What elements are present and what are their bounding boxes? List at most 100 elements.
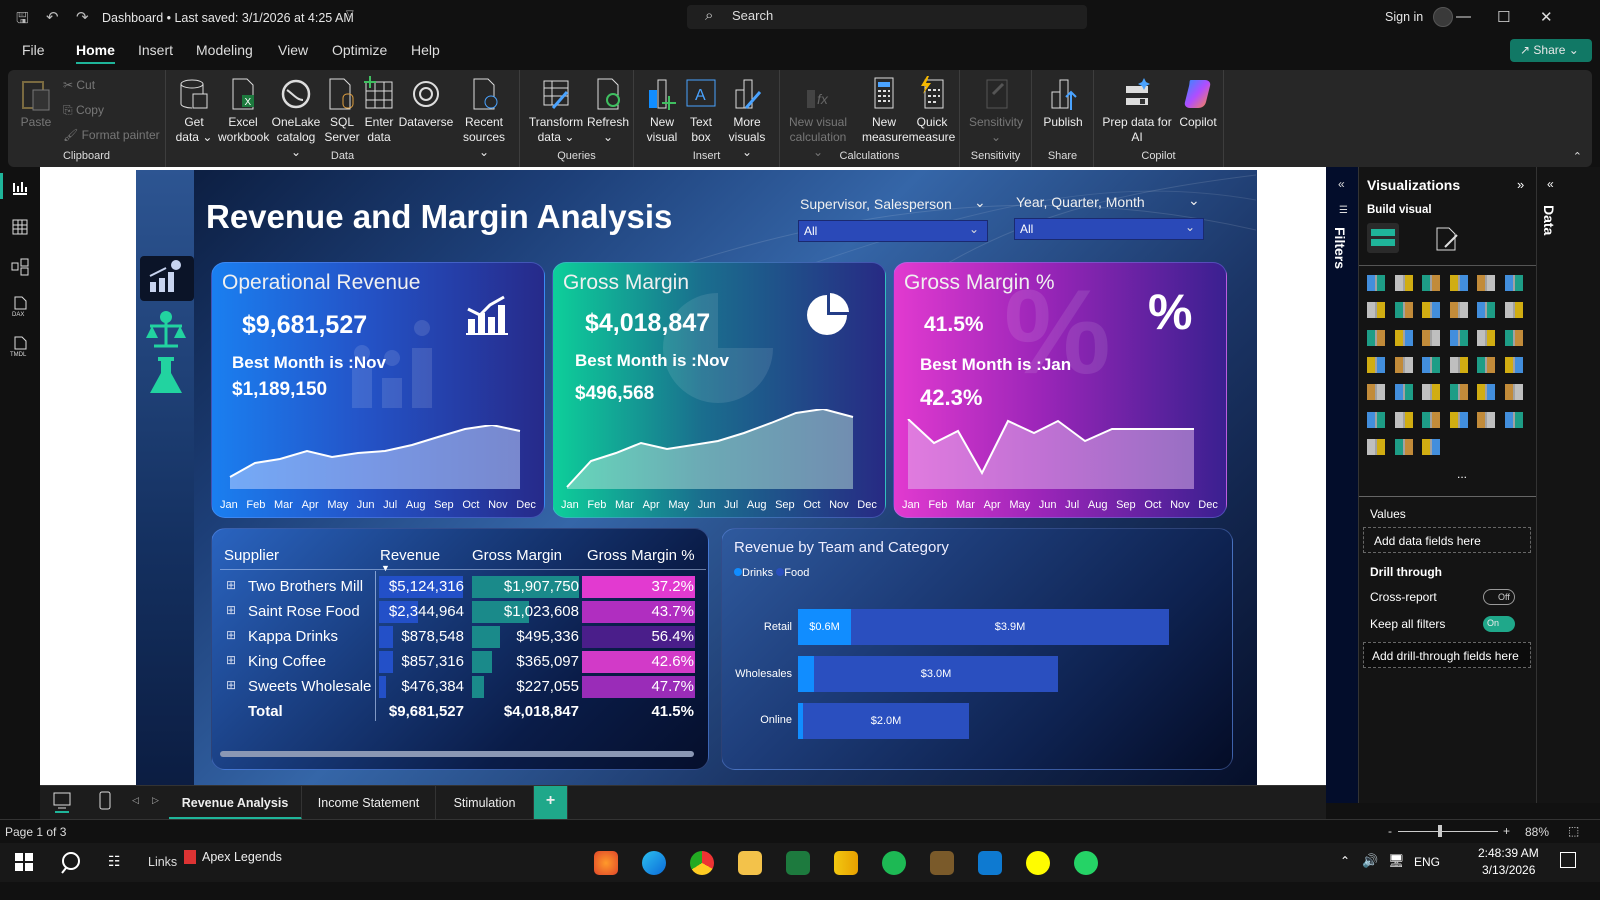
avatar[interactable]: [1433, 7, 1453, 27]
visual-type-icon[interactable]: [1422, 356, 1440, 373]
nav-income-button[interactable]: [144, 310, 188, 355]
copilot-button[interactable]: Copilot: [1174, 76, 1222, 130]
new-visual-button[interactable]: New visual: [642, 76, 682, 145]
add-drill-through-well[interactable]: Add drill-through fields here: [1363, 642, 1531, 668]
search-input[interactable]: ⌕ Search: [687, 5, 1087, 29]
links-toolbar[interactable]: Links: [148, 855, 178, 869]
add-data-fields-well[interactable]: Add data fields here: [1363, 527, 1531, 553]
zoom-out-button[interactable]: -: [1388, 824, 1392, 838]
table-row[interactable]: ⊞ Saint Rose Food $2,344,964 $1,023,608 …: [212, 600, 710, 625]
nav-revenue-button[interactable]: [140, 256, 194, 301]
visual-type-icon[interactable]: [1504, 411, 1523, 428]
onelake-catalog-button[interactable]: OneLake catalog ⌄: [270, 76, 322, 160]
legend-drinks[interactable]: Drinks: [742, 567, 774, 579]
next-page-icon[interactable]: ▷: [152, 795, 159, 805]
redo-icon[interactable]: ↷: [76, 9, 89, 26]
visual-type-icon[interactable]: [1449, 384, 1468, 401]
excel-workbook-button[interactable]: X Excel workbook: [218, 76, 269, 145]
visual-type-icon[interactable]: [1394, 411, 1413, 428]
date-slicer-dropdown[interactable]: All ⌄: [1014, 218, 1204, 240]
model-view-icon[interactable]: [10, 257, 30, 277]
chevron-down-icon[interactable]: ⌄: [1188, 192, 1200, 208]
visual-type-icon[interactable]: [1422, 438, 1440, 455]
zoom-in-button[interactable]: +: [1503, 824, 1511, 838]
data-pane[interactable]: « Data: [1536, 167, 1600, 803]
col-header-revenue[interactable]: Revenue: [380, 547, 441, 564]
get-data-button[interactable]: Get data ⌄: [174, 76, 214, 145]
visual-type-icon[interactable]: [1422, 329, 1440, 346]
visual-type-icon[interactable]: [1394, 384, 1413, 401]
format-painter-button[interactable]: 🖌 Format painter: [63, 128, 160, 142]
text-box-button[interactable]: A Text box: [684, 76, 718, 145]
document-title[interactable]: Dashboard • Last saved: 3/1/2026 at 4:25…: [102, 11, 354, 25]
firefox-icon[interactable]: [594, 851, 618, 875]
visual-type-icon[interactable]: [1504, 384, 1523, 401]
spotify-icon[interactable]: [882, 851, 906, 875]
supervisor-slicer-dropdown[interactable]: All ⌄: [798, 220, 988, 242]
new-measure-button[interactable]: New measure: [862, 76, 909, 145]
visual-type-icon[interactable]: [1477, 356, 1495, 373]
network-icon[interactable]: 🖥: [1388, 853, 1405, 868]
table-row[interactable]: ⊞ Two Brothers Mill $5,124,316 $1,907,75…: [212, 575, 710, 600]
copy-button[interactable]: ⎘ Copy: [63, 103, 104, 117]
apex-legends-link[interactable]: Apex Legends: [202, 850, 282, 864]
visual-type-icon[interactable]: [1504, 275, 1523, 291]
clock-time[interactable]: 2:48:39 AM: [1478, 846, 1539, 860]
visual-type-icon[interactable]: [1367, 329, 1385, 346]
chevron-down-icon[interactable]: ⌄: [974, 194, 986, 210]
visual-type-icon[interactable]: [1394, 329, 1413, 346]
menu-optimize[interactable]: Optimize: [332, 42, 388, 58]
sign-in-link[interactable]: Sign in: [1385, 10, 1424, 24]
col-header-gross-margin-pct[interactable]: Gross Margin %: [587, 547, 695, 564]
visual-type-icon[interactable]: [1422, 384, 1440, 401]
chevron-down-icon[interactable]: ▽: [346, 9, 354, 20]
prev-page-icon[interactable]: ◁: [132, 795, 139, 805]
dax-query-view-icon[interactable]: DAX: [10, 295, 30, 318]
chrome-icon[interactable]: [690, 851, 714, 875]
windows-start-icon[interactable]: [14, 852, 34, 875]
build-visual-tab[interactable]: [1367, 223, 1399, 253]
more-visuals-ellipsis[interactable]: ...: [1457, 467, 1468, 481]
expand-icon[interactable]: ⊞: [226, 603, 237, 617]
cut-button[interactable]: ✂ Cut: [63, 78, 96, 92]
visual-type-icon[interactable]: [1477, 384, 1495, 401]
visual-type-icon[interactable]: [1449, 302, 1468, 319]
visual-type-icon[interactable]: [1367, 438, 1385, 455]
show-hidden-icons[interactable]: ⌃: [1340, 854, 1351, 868]
visual-type-icon[interactable]: [1422, 302, 1440, 319]
visual-type-icon[interactable]: [1449, 329, 1468, 346]
tab-stimulation[interactable]: Stimulation: [436, 786, 534, 820]
save-icon[interactable]: 🖫: [16, 10, 29, 27]
bar-online-food[interactable]: $2.0M: [803, 703, 969, 739]
visual-type-icon[interactable]: [1367, 384, 1385, 401]
nav-simulation-button[interactable]: [146, 355, 186, 402]
expand-icon[interactable]: ⊞: [226, 678, 237, 692]
visual-type-icon[interactable]: [1449, 275, 1468, 291]
cross-report-toggle[interactable]: Off: [1483, 589, 1515, 605]
menu-modeling[interactable]: Modeling: [196, 42, 253, 58]
visual-type-icon[interactable]: [1477, 329, 1495, 346]
expand-icon[interactable]: ⊞: [226, 578, 237, 592]
menu-help[interactable]: Help: [411, 42, 440, 58]
transform-data-button[interactable]: Transform data ⌄: [528, 76, 584, 145]
visual-type-icon[interactable]: [1394, 302, 1413, 319]
visual-type-icon[interactable]: [1394, 275, 1413, 291]
publish-button[interactable]: Publish: [1040, 76, 1086, 130]
table-row[interactable]: ⊞ Kappa Drinks $878,548 $495,336 56.4%: [212, 625, 710, 650]
mobile-layout-icon[interactable]: [98, 791, 112, 814]
visual-type-icon[interactable]: [1394, 356, 1413, 373]
kpi-card-gross-margin[interactable]: Gross Margin $4,018,847 Best Month is :N…: [552, 262, 886, 518]
clock-date[interactable]: 3/13/2026: [1482, 863, 1536, 877]
table-view-icon[interactable]: [10, 217, 30, 237]
more-visuals-button[interactable]: More visuals ⌄: [722, 76, 772, 160]
paste-button[interactable]: Paste: [16, 76, 56, 130]
zoom-level[interactable]: 88%: [1525, 825, 1550, 839]
snapchat-icon[interactable]: [1026, 851, 1050, 875]
horizontal-scrollbar[interactable]: [220, 751, 694, 757]
file-explorer-icon[interactable]: [738, 851, 762, 875]
refresh-button[interactable]: Refresh ⌄: [586, 76, 630, 145]
visual-type-icon[interactable]: [1504, 329, 1523, 346]
legend-food[interactable]: Food: [784, 567, 810, 579]
tab-revenue-analysis[interactable]: Revenue Analysis: [169, 786, 302, 820]
close-icon[interactable]: ✕: [1540, 9, 1553, 26]
